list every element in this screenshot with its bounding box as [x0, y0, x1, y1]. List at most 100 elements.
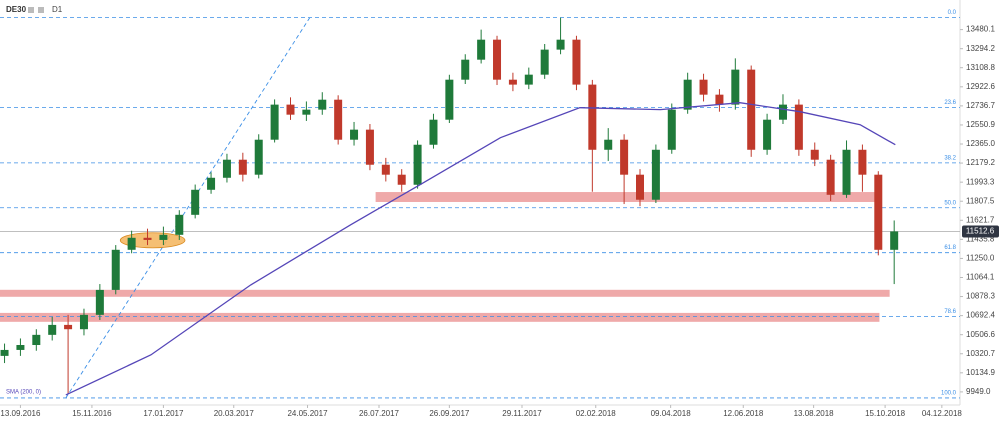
candle-body	[699, 79, 708, 95]
candle-body	[588, 84, 597, 150]
candle-body	[381, 164, 390, 175]
y-tick-label: 11993.3	[966, 177, 995, 186]
candle-body	[64, 324, 73, 330]
y-tick-label: 11250.0	[966, 254, 995, 263]
x-tick-label: 29.11.2017	[502, 409, 542, 418]
candle-body	[604, 139, 613, 150]
candle-body	[636, 174, 644, 200]
candle-body	[238, 159, 247, 175]
candle-body	[16, 345, 25, 350]
x-tick-label: 09.04.2018	[651, 409, 692, 418]
fib-label: 100.0	[941, 391, 957, 397]
candle-body	[778, 104, 787, 120]
candle-body	[397, 174, 406, 185]
candle-body	[48, 324, 57, 335]
price-tag	[962, 225, 999, 238]
zone	[0, 289, 890, 297]
candle-body	[175, 214, 184, 235]
candle-body	[524, 74, 533, 85]
candle-body	[540, 49, 549, 75]
y-tick-label: 9949.0	[966, 387, 991, 396]
y-tick-label: 11435.8	[966, 234, 995, 243]
candle-body	[222, 159, 231, 178]
y-tick-label: 10134.9	[966, 368, 995, 377]
fib-label: 38.2	[944, 155, 956, 161]
candle-body	[508, 79, 517, 85]
y-tick-label: 13108.8	[966, 63, 995, 72]
x-tick-label: 04.12.2018	[922, 409, 963, 418]
candle-body	[794, 104, 803, 150]
y-tick-label: 12365.0	[966, 139, 995, 148]
candle-body	[302, 109, 311, 115]
symbol: DE30	[6, 5, 27, 14]
candle-body	[620, 139, 629, 175]
candle-body	[32, 334, 41, 346]
highlight	[119, 232, 186, 249]
x-tick-label: 17.01.2017	[143, 409, 184, 418]
sma-line	[65, 102, 896, 396]
y-tick-label: 11807.5	[966, 196, 995, 205]
x-tick-label: 15.11.2016	[72, 409, 112, 418]
candle-body	[127, 237, 136, 250]
x-tick-label: 26.07.2017	[359, 409, 400, 418]
candle-body	[715, 94, 724, 105]
icon[interactable]	[28, 7, 34, 13]
candle-body	[143, 237, 152, 240]
y-tick-label: 12179.2	[966, 158, 995, 167]
candle-body	[667, 109, 676, 150]
y-tick-label: 11621.7	[966, 215, 995, 224]
candle-body	[874, 174, 883, 250]
candle-body	[493, 39, 502, 80]
candle-body	[810, 149, 819, 160]
candle-body	[159, 234, 168, 240]
x-tick-label: 12.06.2018	[723, 409, 764, 418]
candle-body	[254, 139, 263, 175]
candle-body	[747, 69, 756, 150]
candle-body	[477, 39, 486, 60]
candle-body	[461, 59, 470, 80]
candle-body	[286, 104, 295, 115]
candle-body	[763, 119, 772, 150]
price-tag-label: 11512.6	[966, 227, 995, 236]
candle-body	[683, 79, 692, 110]
y-tick-label: 10878.3	[966, 292, 995, 301]
candle-body	[207, 177, 216, 190]
candle-body	[858, 149, 867, 175]
candle-body	[842, 149, 851, 195]
candle-body	[350, 129, 359, 140]
trendline	[65, 17, 311, 399]
candle-body	[0, 349, 9, 356]
y-tick-label: 10692.4	[966, 311, 995, 320]
x-tick-label: 24.05.2017	[287, 409, 328, 418]
x-tick-label: 20.03.2017	[214, 409, 255, 418]
y-tick-label: 10320.7	[966, 349, 995, 358]
fib-label: 78.6	[944, 309, 956, 315]
candle-body	[651, 149, 660, 200]
y-tick-label: 10506.6	[966, 330, 995, 339]
y-tick-label: 13480.1	[966, 25, 995, 34]
fib-label: 0.0	[948, 10, 957, 16]
y-tick-label: 13294.2	[966, 44, 995, 53]
zone	[0, 312, 880, 322]
candle-body	[318, 99, 327, 110]
candle-body	[413, 144, 422, 185]
timeframe[interactable]: D1	[52, 5, 63, 14]
candle-body	[556, 39, 565, 50]
fib-label: 23.6	[944, 100, 956, 106]
zone	[375, 192, 880, 202]
fib-label: 50.0	[944, 200, 956, 206]
candle-body	[334, 99, 343, 140]
icon[interactable]	[38, 7, 44, 13]
x-tick-label: 13.08.2018	[794, 409, 835, 418]
x-tick-label: 26.09.2017	[429, 409, 470, 418]
candle-body	[270, 104, 279, 140]
y-tick-label: 12736.7	[966, 101, 995, 110]
candle-body	[111, 249, 120, 290]
candle-body	[731, 69, 740, 105]
y-tick-label: 11064.1	[966, 273, 995, 282]
candle-body	[191, 189, 200, 215]
indicator-legend: SMA (200, 0)	[6, 390, 41, 396]
candle-body	[95, 289, 104, 315]
candle-body	[445, 79, 454, 120]
